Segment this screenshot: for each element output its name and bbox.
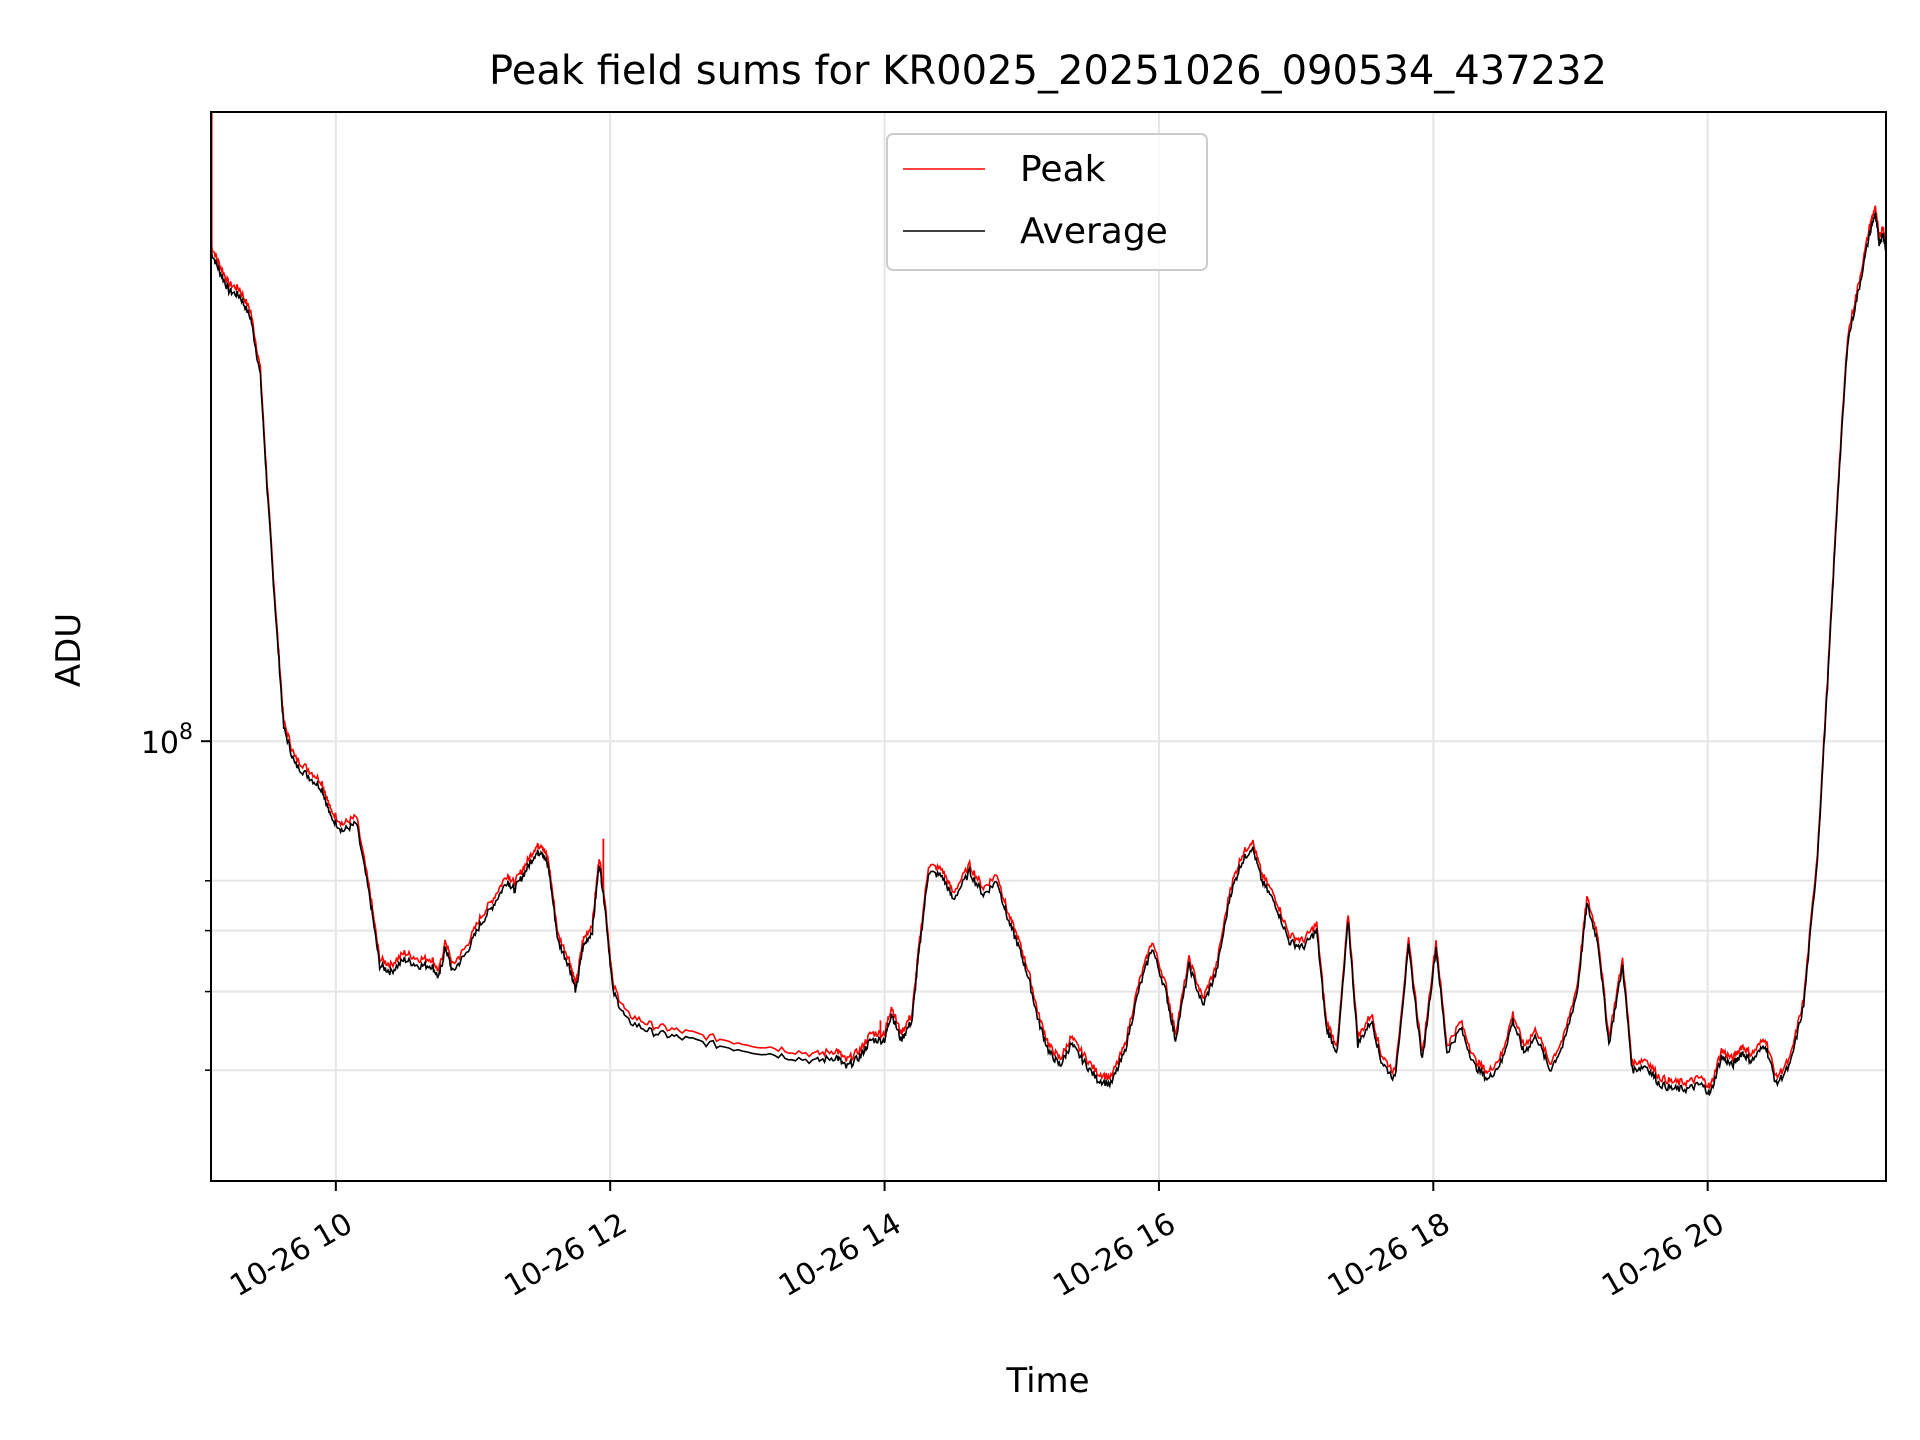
legend-peak-label: Peak	[1020, 149, 1106, 190]
y-axis-ticks: 108	[141, 720, 211, 1071]
y-tick-label-base: 10	[141, 726, 179, 761]
legend-average-label: Average	[1020, 211, 1168, 252]
series-line-average	[211, 211, 1886, 1097]
series-line-peak	[211, 205, 1886, 1090]
y-axis-label: ADU	[49, 613, 89, 687]
y-tick-label: 108	[141, 720, 193, 761]
chart-title: Peak field sums for KR0025_20251026_0905…	[489, 48, 1607, 94]
legend-box	[886, 133, 1208, 271]
plot-frame	[210, 111, 1887, 1182]
y-tick-label-exponent: 8	[179, 720, 193, 745]
grid-lines	[211, 112, 1886, 1181]
legend: Peak Average	[886, 133, 1208, 271]
x-axis-label: Time	[1005, 1361, 1089, 1401]
